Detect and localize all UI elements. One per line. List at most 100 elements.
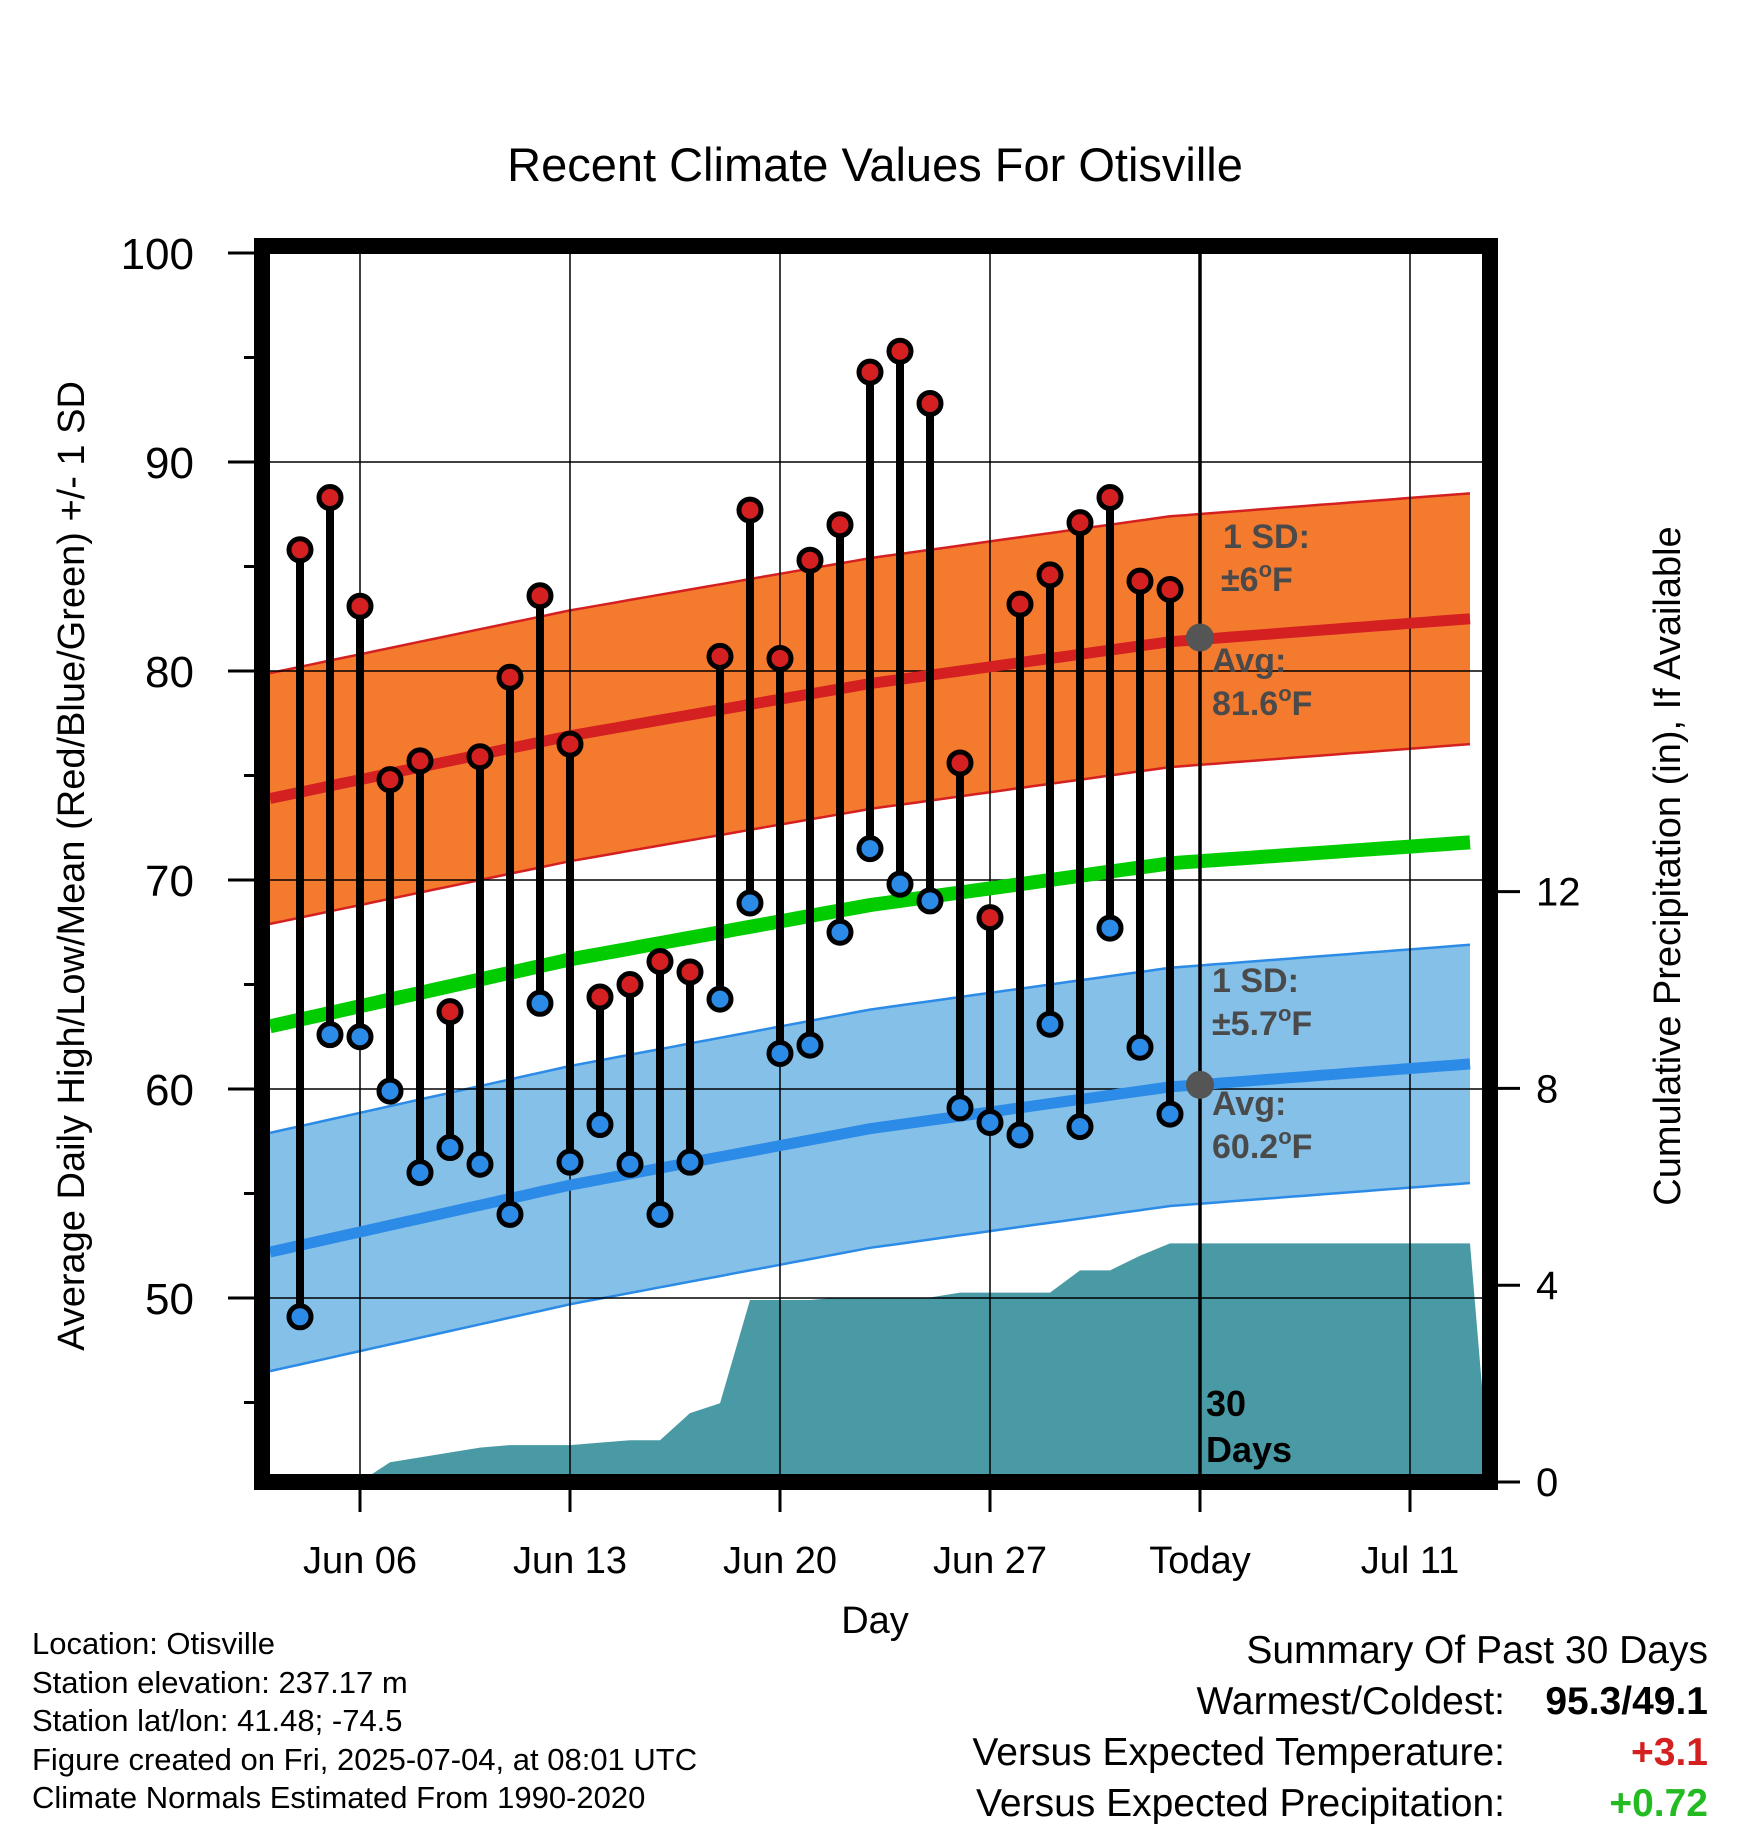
daily-low-point [886, 870, 914, 898]
daily-high-point [1126, 567, 1154, 595]
daily-high-point [856, 358, 884, 386]
x-tick-label: Jun 06 [303, 1540, 417, 1582]
plot-frame [254, 238, 1498, 1490]
daily-high-point [676, 958, 704, 986]
high-avg-value: 81.6oF [1212, 681, 1312, 723]
figure-created: Figure created on Fri, 2025-07-04, at 08… [32, 1741, 698, 1777]
y2-tick-label: 12 [1536, 871, 1581, 915]
x-tick-label: Jul 11 [1361, 1540, 1460, 1582]
low-sd-label: 1 SD: [1212, 962, 1299, 1000]
daily-high-point [736, 496, 764, 524]
daily-high-point [436, 998, 464, 1026]
daily-low-point [346, 1023, 374, 1051]
y2-tick-label: 0 [1536, 1461, 1558, 1505]
daily-high-point [316, 484, 344, 512]
daily-high-point [1156, 575, 1184, 603]
daily-high-point [1066, 509, 1094, 537]
precip-vs-expected-label: Versus Expected Precipitation: [976, 1782, 1505, 1825]
daily-low-point [616, 1150, 644, 1178]
y-tick-label: 50 [145, 1275, 194, 1324]
daily-high-point [616, 971, 644, 998]
daily-high-point [706, 642, 734, 670]
daily-low-point [376, 1077, 404, 1105]
daily-high-point [1096, 484, 1124, 512]
daily-high-point [496, 663, 524, 691]
x-tick-label: Jun 27 [933, 1540, 1047, 1582]
today-high-avg-marker [1186, 623, 1214, 652]
precipitation-area [270, 1243, 1490, 1482]
daily-high-point [886, 337, 914, 365]
station-elevation: Station elevation: 237.17 m [32, 1664, 408, 1700]
daily-low-point [1036, 1010, 1064, 1038]
daily-low-point [1066, 1113, 1094, 1141]
daily-low-point [766, 1039, 794, 1067]
y2-tick-label: 8 [1536, 1067, 1558, 1111]
daily-low-point [406, 1159, 434, 1187]
daily-high-point [556, 730, 584, 758]
daily-low-point [436, 1134, 464, 1162]
summary-title: Summary Of Past 30 Days [1246, 1629, 1708, 1672]
daily-high-point [376, 766, 404, 794]
daily-high-point [466, 743, 494, 771]
daily-low-point [946, 1094, 974, 1122]
daily-high-point [946, 749, 974, 777]
daily-low-point [736, 889, 764, 917]
daily-low-point [796, 1031, 824, 1059]
days-word-label: Days [1206, 1429, 1292, 1470]
warmest-coldest-label: Warmest/Coldest: [1196, 1680, 1505, 1723]
daily-high-point [1006, 590, 1034, 618]
daily-low-point [1096, 914, 1124, 942]
y-tick-label: 60 [145, 1066, 194, 1115]
daily-high-point [916, 389, 944, 417]
x-tick-label: Today [1149, 1540, 1250, 1582]
y-tick-label: 80 [145, 648, 194, 697]
daily-high-point [826, 511, 854, 539]
x-axis-title: Day [841, 1600, 909, 1642]
warmest-coldest-value: 95.3/49.1 [1545, 1680, 1708, 1723]
x-tick-label: Jun 20 [723, 1540, 837, 1582]
daily-high-point [286, 536, 314, 564]
low-sd-band-lower-edge [269, 1181, 1471, 1373]
high-sd-value: ±6oF [1221, 557, 1293, 599]
daily-high-point [766, 644, 794, 672]
low-avg-value: 60.2oF [1212, 1124, 1312, 1166]
days-count-label: 30 [1206, 1383, 1246, 1424]
daily-low-point [646, 1200, 674, 1228]
daily-low-point [1156, 1100, 1184, 1128]
precip-vs-expected-value: +0.72 [1609, 1782, 1708, 1825]
daily-low-point [556, 1148, 584, 1176]
chart-title: Recent Climate Values For Otisville [507, 138, 1243, 191]
daily-low-point [856, 835, 884, 863]
low-sd-value: ±5.7oF [1212, 1001, 1312, 1043]
daily-high-point [976, 904, 1004, 932]
daily-low-point [916, 887, 944, 915]
low-avg-label: Avg: [1212, 1085, 1286, 1123]
daily-high-point [406, 747, 434, 775]
y-axis-title: Average Daily High/Low/Mean (Red/Blue/Gr… [51, 381, 93, 1351]
daily-high-point [586, 983, 614, 1011]
normal-mean-line [268, 835, 1471, 1034]
daily-low-point [826, 918, 854, 946]
y2-tick-label: 4 [1536, 1264, 1558, 1308]
daily-low-point [526, 989, 554, 1017]
temp-vs-expected-value: +3.1 [1631, 1731, 1708, 1774]
daily-low-point [586, 1111, 614, 1139]
station-location: Location: Otisville [32, 1626, 275, 1661]
daily-low-point [316, 1021, 344, 1049]
daily-low-point [676, 1148, 704, 1176]
daily-high-point [1036, 561, 1064, 589]
today-low-avg-marker [1186, 1070, 1214, 1099]
high-avg-label: Avg: [1212, 642, 1286, 680]
normal-low-line [268, 1058, 1471, 1258]
y-tick-label: 70 [145, 857, 194, 906]
daily-low-point [1006, 1121, 1034, 1149]
daily-high-point [796, 546, 824, 574]
daily-high-point [646, 948, 674, 976]
x-tick-label: Jun 13 [513, 1540, 627, 1582]
daily-low-point [286, 1303, 314, 1331]
y2-axis-title: Cumulative Precipitation (in), If Availa… [1647, 526, 1689, 1205]
climate-normals-note: Climate Normals Estimated From 1990-2020 [32, 1780, 646, 1815]
station-info: Location: Otisville Station elevation: 2… [32, 1625, 697, 1818]
daily-low-point [1126, 1033, 1154, 1061]
